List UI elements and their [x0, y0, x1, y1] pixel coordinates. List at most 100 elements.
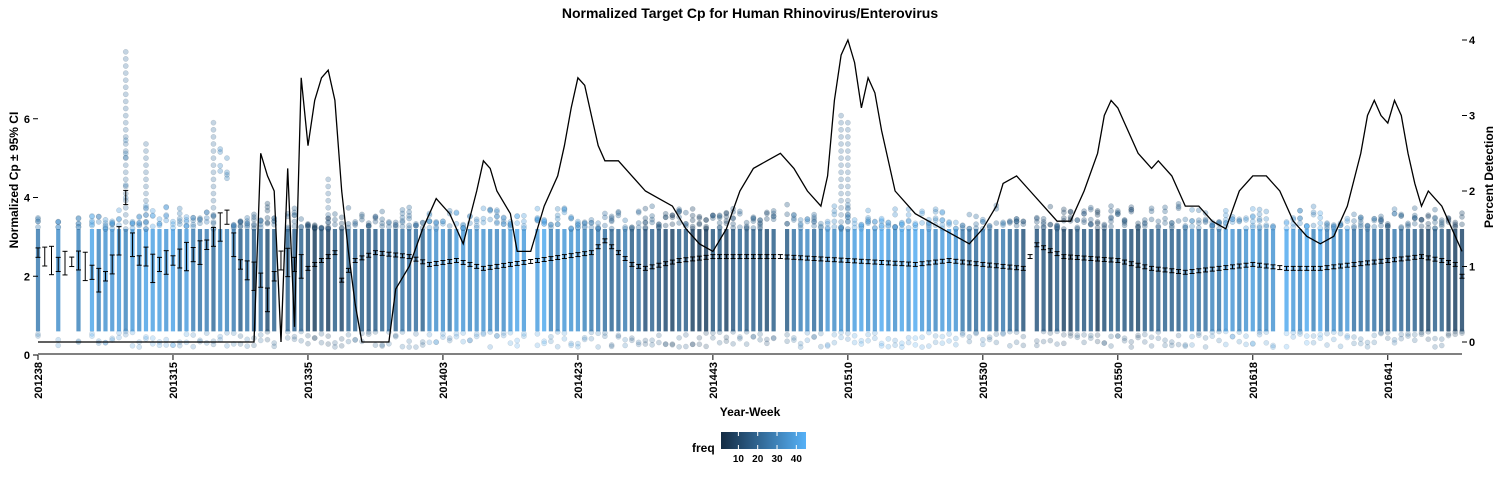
scatter-point — [149, 207, 156, 214]
scatter-point — [925, 226, 932, 232]
scatter-point — [143, 169, 149, 176]
scatter-point — [1108, 203, 1114, 209]
scatter-point — [716, 224, 723, 231]
scatter-point — [703, 223, 709, 230]
scatter-point — [851, 217, 858, 223]
scatter-point — [689, 206, 696, 212]
scatter-point — [1020, 218, 1027, 225]
scatter-point — [102, 220, 109, 226]
scatter-point — [845, 197, 851, 204]
scatter-point — [608, 343, 615, 350]
scatter-point — [494, 208, 500, 215]
scatter-point — [305, 221, 311, 227]
ci-error-bar — [1392, 257, 1398, 263]
scatter-point — [743, 224, 750, 231]
scatter-point — [102, 224, 109, 231]
scatter-point — [946, 220, 952, 226]
ci-error-bar — [116, 226, 122, 256]
scatter-point — [325, 215, 332, 222]
scatter-point — [1189, 342, 1195, 348]
scatter-point — [1216, 328, 1222, 335]
ci-error-bar — [960, 259, 966, 265]
scatter-point — [163, 203, 170, 210]
ci-error-bar — [183, 241, 189, 272]
ci-error-bar — [1365, 260, 1371, 266]
ci-error-bar — [534, 258, 540, 263]
scatter-point — [514, 213, 521, 219]
scatter-point — [595, 220, 602, 227]
scatter-point — [743, 328, 750, 335]
scatter-point — [898, 221, 905, 228]
ci-error-bar — [629, 261, 635, 267]
scatter-point — [1168, 342, 1175, 349]
scatter-point — [170, 342, 176, 349]
scatter-point — [251, 225, 257, 232]
scatter-point — [1101, 222, 1108, 229]
scatter-point — [352, 220, 359, 227]
ci-error-bar — [501, 262, 507, 268]
scatter-point — [1209, 222, 1216, 229]
scatter-point — [1020, 218, 1027, 225]
scatter-point — [554, 206, 561, 212]
ci-error-bar — [1284, 265, 1290, 271]
scatter-point — [1054, 341, 1060, 347]
scatter-point — [1398, 224, 1405, 230]
scatter-point — [1378, 330, 1384, 337]
scatter-point — [878, 217, 885, 224]
y2-tick-label: 3 — [1469, 111, 1475, 123]
scatter-point — [764, 209, 770, 216]
scatter-point — [95, 338, 102, 344]
scatter-point — [1249, 340, 1256, 347]
scatter-point — [460, 221, 467, 228]
ci-error-bar — [102, 271, 108, 282]
scatter-point — [325, 190, 332, 197]
scatter-point — [919, 344, 925, 350]
scatter-point — [534, 331, 541, 337]
legend-tick-label: 20 — [752, 454, 764, 465]
scatter-point — [1222, 341, 1229, 348]
scatter-point — [770, 210, 777, 217]
scatter-point — [905, 211, 912, 218]
scatter-point — [1222, 212, 1229, 219]
scatter-point — [460, 222, 467, 229]
ci-error-bar — [399, 253, 405, 259]
scatter-point — [190, 223, 197, 230]
scatter-point — [696, 341, 703, 348]
scatter-point — [1128, 206, 1135, 213]
scatter-point — [1303, 333, 1310, 339]
scatter-point — [386, 220, 392, 226]
scatter-point — [156, 220, 163, 227]
scatter-point — [649, 337, 655, 344]
scatter-point — [122, 119, 129, 126]
scatter-point — [892, 224, 898, 230]
scatter-point — [102, 339, 109, 346]
scatter-point — [898, 219, 905, 226]
scatter-point — [224, 342, 230, 349]
ci-error-bar — [939, 258, 945, 264]
scatter-point — [190, 221, 197, 228]
scatter-point — [575, 220, 581, 227]
ci-error-bar — [980, 261, 986, 267]
ci-error-bar — [163, 250, 169, 275]
ci-error-bar — [318, 258, 324, 263]
scatter-point — [1074, 224, 1081, 231]
scatter-point — [1398, 335, 1405, 342]
scatter-point — [649, 213, 655, 219]
scatter-point — [298, 224, 305, 231]
scatter-point — [1108, 223, 1114, 230]
ci-error-bar — [1095, 256, 1101, 262]
ci-error-bar — [1068, 254, 1074, 260]
ci-error-bar — [1169, 268, 1175, 274]
scatter-point — [122, 154, 129, 161]
scatter-point — [433, 339, 440, 345]
scatter-point — [1432, 225, 1438, 231]
scatter-point — [764, 340, 770, 347]
scatter-point — [1249, 222, 1256, 229]
scatter-point — [1371, 339, 1378, 346]
scatter-point — [325, 341, 332, 347]
scatter-point — [568, 225, 575, 232]
scatter-point — [811, 219, 817, 225]
scatter-point — [1459, 214, 1465, 220]
ci-error-bar — [447, 259, 453, 264]
scatter-point — [932, 208, 939, 215]
